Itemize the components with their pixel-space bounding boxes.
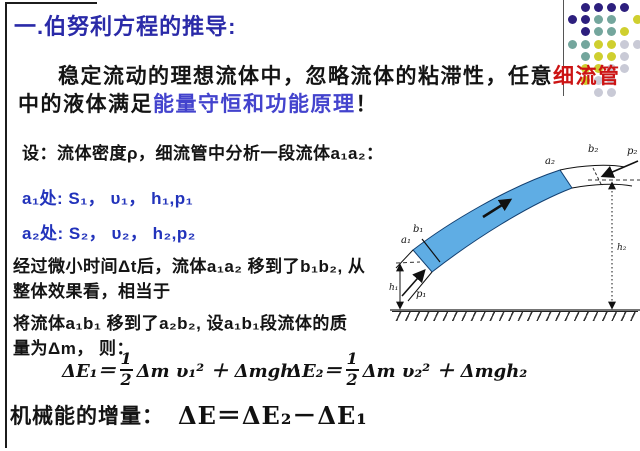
decor-dot [581,15,590,25]
flow-direction-arrow [482,198,513,219]
tube-wall [395,249,414,269]
level-dash-left [395,261,421,264]
eq1-fraction: 1 2 [119,349,133,389]
tube-wall [407,271,433,302]
decor-dot [581,27,590,37]
decor-dot [633,39,640,49]
decor-dot [594,39,603,49]
decor-dot [620,51,629,61]
decor-dot [581,39,590,49]
result-formula: ΔE＝ΔE₂－ΔE₁ [178,401,368,430]
decor-dot [607,15,616,25]
decor-dot [620,27,629,37]
label-h1: h₁ [389,283,398,293]
cross-section-b1 [421,238,441,263]
eq2-denominator: 2 [346,369,358,389]
slide-border-left [5,2,7,448]
label-h2: h₂ [617,243,627,253]
equation-delta-e2: ΔE₂＝ 1 2 Δm υ₂² ＋ Δmgh₂ [288,349,528,389]
decor-dot [607,27,616,37]
decor-dot [607,3,616,12]
eq1-lhs: ΔE₁＝ [62,360,116,382]
eq1-rhs: Δm υ₁² ＋ Δmgh₁ [136,360,302,382]
setup-line: 设：流体密度ρ，细流管中分析一段流体a₁a₂： [22,144,384,163]
intro-line-1: 稳定流动的理想流体中，忽略流体的粘滞性，任意细流管 [18,60,621,90]
intro-text-end: ！ [355,93,378,116]
fraction-bar [345,368,359,371]
mass-line-1: 将流体a₁b₁ 移到了a₂b₂, 设a₁b₁段流体的质 [13,314,348,333]
flow-tube-diagram: a₁ b₁ p₁ a₂ b₂ p₂ h₁ h₂ [389,144,640,311]
decor-dot [633,15,640,25]
point-a1-line: a₁处: S₁， υ₁， h₁,p₁ [22,189,194,208]
result-label: 机械能的增量： [10,405,164,428]
process-line-1: 经过微小时间Δt后，流体a₁a₂ 移到了b₁b₂, 从 [13,257,366,276]
page-title: 一.伯努利方程的推导: [14,14,237,39]
eq2-rhs: Δm υ₂² ＋ Δmgh₂ [362,360,528,382]
decor-dot [620,3,629,12]
decor-dot [607,39,616,49]
tube-wall [571,183,633,189]
label-p1: p₁ [416,289,426,300]
eq1-denominator: 2 [120,369,132,389]
point-a2-line: a₂处: S₂， υ₂， h₂,p₂ [22,224,196,243]
label-b2: b₂ [588,144,598,155]
intro-text-black-2: 中的液体满足 [18,93,153,116]
process-line-2: 整体效果看，相当于 [13,282,171,301]
pressure-p1-arrow [401,269,426,297]
decor-dot [594,15,603,25]
fluid-segment [412,169,573,273]
eq2-fraction: 1 2 [345,349,359,389]
slide-border-top [5,2,97,4]
label-b1: b₁ [413,224,423,235]
pressure-p2-arrow [600,160,639,178]
ground-hatching [392,311,638,321]
label-p2: p₂ [627,146,637,157]
tube-wall [559,164,626,171]
intro-line-2: 中的液体满足能量守恒和功能原理！ [18,88,378,118]
decor-dot [581,3,590,12]
eq1-numerator: 1 [120,349,132,368]
fraction-bar [119,368,133,371]
cross-section-b2 [592,167,603,187]
label-a2: a₂ [545,156,555,167]
label-a1: a₁ [401,235,411,246]
decor-dot [620,39,629,49]
eq2-lhs: ΔE₂＝ [288,360,342,382]
equation-delta-e1: ΔE₁＝ 1 2 Δm υ₁² ＋ Δmgh₁ [62,349,302,389]
intro-text-violet: 能量守恒和功能原理 [153,93,356,116]
mass-line-2: 量为Δm， 则： [13,339,135,358]
decor-dot [568,15,577,25]
decor-vertical-line [563,0,564,96]
decor-dot [620,64,629,73]
intro-text-red: 细流管 [553,65,621,88]
intro-text-black-1: 稳定流动的理想流体中，忽略流体的粘滞性，任意 [58,65,553,88]
decor-dot [594,3,603,12]
decor-dot [594,27,603,37]
decor-dot [568,39,577,49]
eq2-numerator: 1 [346,349,358,368]
